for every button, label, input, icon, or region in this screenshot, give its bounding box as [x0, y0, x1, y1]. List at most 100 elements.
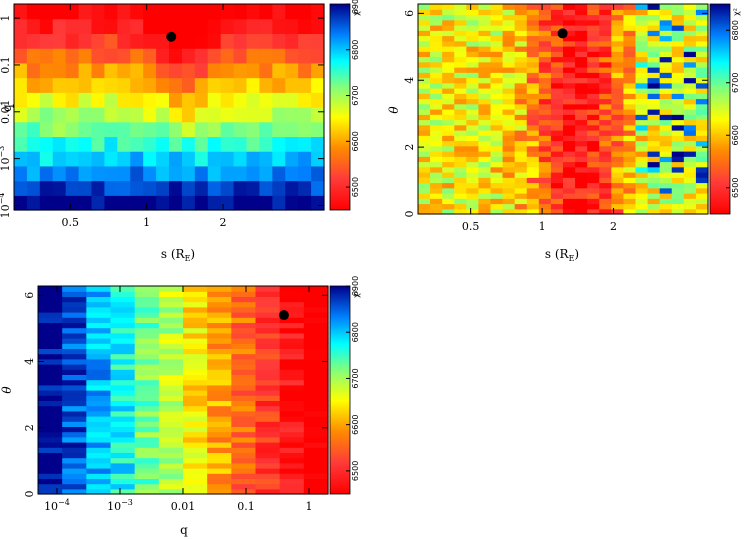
heatmap-cell	[303, 405, 329, 412]
heatmap-cell	[78, 92, 93, 108]
heatmap-cell	[220, 180, 235, 196]
heatmap-cell	[183, 348, 208, 355]
heatmap-cell	[575, 208, 588, 215]
heatmap-cell	[430, 30, 443, 37]
heatmap-cell	[418, 177, 431, 184]
heatmap-cell	[563, 145, 576, 152]
heatmap-cell	[587, 182, 600, 189]
heatmap-cell	[611, 77, 625, 84]
heatmap-cell	[514, 109, 528, 115]
heatmap-cell	[635, 109, 649, 115]
heatmap-cell	[134, 358, 160, 365]
heatmap-cell	[183, 322, 208, 329]
heatmap-cell	[110, 353, 136, 360]
heatmap-cell	[110, 473, 136, 479]
heatmap-cell	[255, 322, 281, 329]
heatmap-cell	[466, 72, 480, 79]
heatmap-cell	[659, 156, 673, 163]
heatmap-cell	[635, 14, 649, 21]
heatmap-cell	[550, 19, 564, 26]
heatmap-cell	[134, 338, 160, 344]
heatmap-cell	[659, 114, 673, 121]
heatmap-cell	[194, 107, 209, 123]
axis-ticks: 0.5 1 210−410−30.010.11	[0, 4, 324, 229]
heatmap-cell	[311, 136, 325, 152]
heatmap-cell	[659, 193, 673, 199]
heatmap-cell	[671, 193, 685, 199]
heatmap-cell	[671, 4, 685, 10]
heatmap-cell	[62, 364, 87, 370]
heatmap-cell	[285, 92, 299, 108]
heatmap-cell	[110, 374, 136, 381]
heatmap-cell	[38, 369, 63, 375]
heatmap-cell	[207, 322, 232, 329]
heatmap-cell	[169, 92, 183, 108]
heatmap-cell	[279, 416, 305, 422]
heatmap-cell	[671, 177, 685, 184]
heatmap-cell	[52, 136, 67, 152]
heatmap-cell	[647, 93, 661, 100]
heatmap-cell	[39, 165, 54, 182]
heatmap-cell	[38, 421, 63, 427]
heatmap-cell	[231, 431, 257, 438]
heatmap-cell	[442, 67, 455, 73]
heatmap-cell	[490, 166, 504, 173]
heatmap-cell	[158, 457, 184, 464]
heatmap-cell	[538, 46, 552, 52]
heatmap-cell	[635, 156, 649, 163]
heatmap-cell	[231, 436, 257, 443]
heatmap-cell	[587, 88, 600, 94]
heatmap-cell	[430, 51, 443, 58]
heatmap-cell	[117, 18, 131, 35]
heatmap-cell	[587, 19, 600, 26]
heatmap-cell	[169, 62, 183, 79]
heatmap-cell	[526, 30, 540, 37]
heatmap-cell	[514, 25, 528, 31]
heatmap-cell	[303, 400, 329, 407]
heatmap-cell	[502, 145, 516, 152]
heatmap-cell	[575, 166, 588, 173]
heatmap-cell	[611, 56, 625, 63]
heatmap-cell	[502, 46, 516, 52]
heatmap-cell	[117, 48, 131, 64]
heatmap-cell	[86, 384, 112, 391]
heatmap-cell	[526, 93, 540, 100]
heatmap-cell	[514, 151, 528, 157]
heatmap-cell	[514, 203, 528, 210]
heatmap-cell	[611, 51, 625, 58]
heatmap-cell	[695, 61, 709, 68]
heatmap-cell	[623, 177, 637, 184]
heatmap-cell	[442, 140, 455, 147]
heatmap-cell	[550, 46, 564, 52]
heatmap-cell	[134, 327, 160, 334]
heatmap-cell	[466, 119, 480, 126]
heatmap-cell	[587, 114, 600, 121]
heatmap-cell	[635, 124, 649, 131]
heatmap-cell	[599, 61, 612, 68]
heatmap-cell	[575, 88, 588, 94]
heatmap-cell	[635, 114, 649, 121]
heatmap-cell	[587, 161, 600, 168]
heatmap-cell	[526, 77, 540, 84]
heatmap-cell	[65, 121, 80, 138]
heatmap-cell	[259, 62, 273, 79]
heatmap-cell	[156, 77, 170, 93]
heatmap-cell	[26, 136, 41, 152]
heatmap-cell	[255, 473, 281, 479]
heatmap-cell	[587, 72, 600, 79]
colorbar-gradient	[329, 3, 351, 211]
heatmap-cell	[695, 67, 709, 73]
colorbar-tick-label: 6600	[731, 125, 740, 145]
heatmap-cell	[490, 151, 504, 157]
heatmap-cell	[246, 92, 261, 108]
heatmap-cell	[635, 140, 649, 147]
heatmap-cell	[430, 19, 443, 26]
heatmap-cell	[538, 140, 552, 147]
heatmap-cell	[207, 364, 232, 370]
heatmap-cell	[158, 296, 184, 303]
heatmap-cell	[611, 193, 625, 199]
heatmap-cell	[38, 374, 63, 381]
heatmap-cell	[647, 98, 661, 105]
best-fit-point	[278, 310, 289, 321]
heatmap-cell	[430, 198, 443, 205]
